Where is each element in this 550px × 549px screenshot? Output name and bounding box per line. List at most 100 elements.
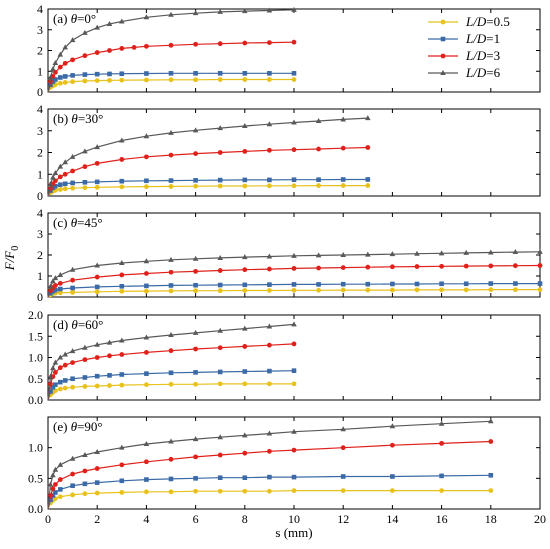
legend-label: L/D=6 [465, 65, 501, 80]
data-point [340, 426, 346, 432]
data-point [291, 488, 297, 493]
x-tick-label: 14 [386, 512, 398, 526]
data-point [82, 481, 88, 487]
x-tick-label: 4 [143, 512, 149, 526]
data-point [94, 78, 100, 83]
data-point [315, 252, 322, 258]
data-point [70, 73, 75, 78]
data-point [52, 170, 59, 176]
series-l-d-0-5 [47, 488, 494, 510]
data-point [70, 185, 75, 191]
series-l-d-6 [47, 248, 543, 298]
data-point [217, 77, 223, 82]
data-point [69, 37, 76, 43]
data-point [193, 282, 198, 288]
data-point [340, 183, 346, 188]
data-point [365, 183, 371, 188]
data-point [266, 121, 273, 127]
panel-letter: (a) [53, 11, 71, 26]
data-point [143, 14, 150, 20]
data-point [50, 185, 56, 191]
data-point [168, 184, 174, 189]
data-point [119, 372, 125, 377]
data-point [537, 263, 543, 268]
data-point [316, 183, 321, 188]
series-l-d-1 [47, 177, 371, 197]
data-point [119, 283, 125, 289]
data-point [82, 53, 88, 59]
data-point [513, 263, 518, 269]
data-point [50, 79, 56, 84]
data-point [414, 250, 420, 256]
y-tick-label: 2 [37, 248, 43, 262]
data-point [168, 269, 174, 275]
data-point [242, 369, 248, 374]
data-point [168, 71, 174, 76]
data-point [242, 149, 248, 154]
data-point [340, 145, 346, 151]
data-point [106, 339, 113, 345]
y-tick-label: 4 [37, 102, 43, 116]
data-point [57, 477, 63, 482]
data-point [94, 274, 100, 280]
data-point [291, 282, 297, 287]
data-point [439, 473, 444, 479]
data-point [107, 77, 112, 83]
theta-symbol: θ [71, 11, 78, 26]
data-point [389, 423, 396, 429]
y-tick-label: 1 [37, 167, 43, 181]
data-point [217, 452, 223, 458]
data-point [291, 474, 297, 480]
data-point [291, 77, 297, 82]
data-point [144, 371, 149, 376]
y-tick-label: 2.0 [28, 308, 43, 322]
data-point [57, 354, 64, 360]
y-tick-label: 3 [37, 124, 43, 138]
data-point [48, 497, 53, 503]
data-point [119, 272, 125, 278]
data-point [316, 287, 321, 293]
data-point [144, 43, 149, 49]
data-point [340, 116, 346, 122]
legend-marker [440, 53, 446, 59]
data-point [390, 474, 395, 479]
data-point [537, 287, 543, 293]
data-point [143, 440, 150, 446]
data-point [192, 436, 199, 442]
theta-value: =30° [78, 111, 104, 126]
data-point [267, 71, 272, 76]
data-point [143, 258, 150, 264]
data-point [82, 491, 88, 497]
legend-marker [440, 19, 446, 25]
legend-label: L/D=1 [465, 31, 500, 46]
data-point [488, 287, 494, 293]
data-point [57, 51, 64, 57]
data-point [119, 184, 125, 190]
data-point [168, 152, 174, 158]
data-point [52, 482, 58, 487]
data-point [217, 41, 223, 47]
data-point [52, 369, 58, 375]
y-tick-label: 0 [37, 189, 43, 203]
data-point [340, 445, 346, 451]
data-point [168, 476, 174, 482]
data-point [70, 492, 75, 498]
data-point [414, 264, 420, 269]
data-point [106, 20, 113, 26]
data-point [168, 381, 174, 387]
data-point [168, 42, 174, 48]
data-point [266, 430, 273, 436]
data-point [217, 488, 223, 494]
data-point [217, 345, 223, 351]
data-point [242, 288, 248, 293]
y-tick-label: 0 [37, 85, 43, 99]
x-axis-title: s (mm) [275, 525, 312, 540]
data-point [291, 266, 297, 271]
data-point [144, 477, 149, 482]
data-point [94, 341, 100, 347]
data-point [488, 263, 494, 269]
data-point [69, 266, 76, 272]
data-point [513, 281, 518, 286]
data-point [316, 146, 321, 152]
